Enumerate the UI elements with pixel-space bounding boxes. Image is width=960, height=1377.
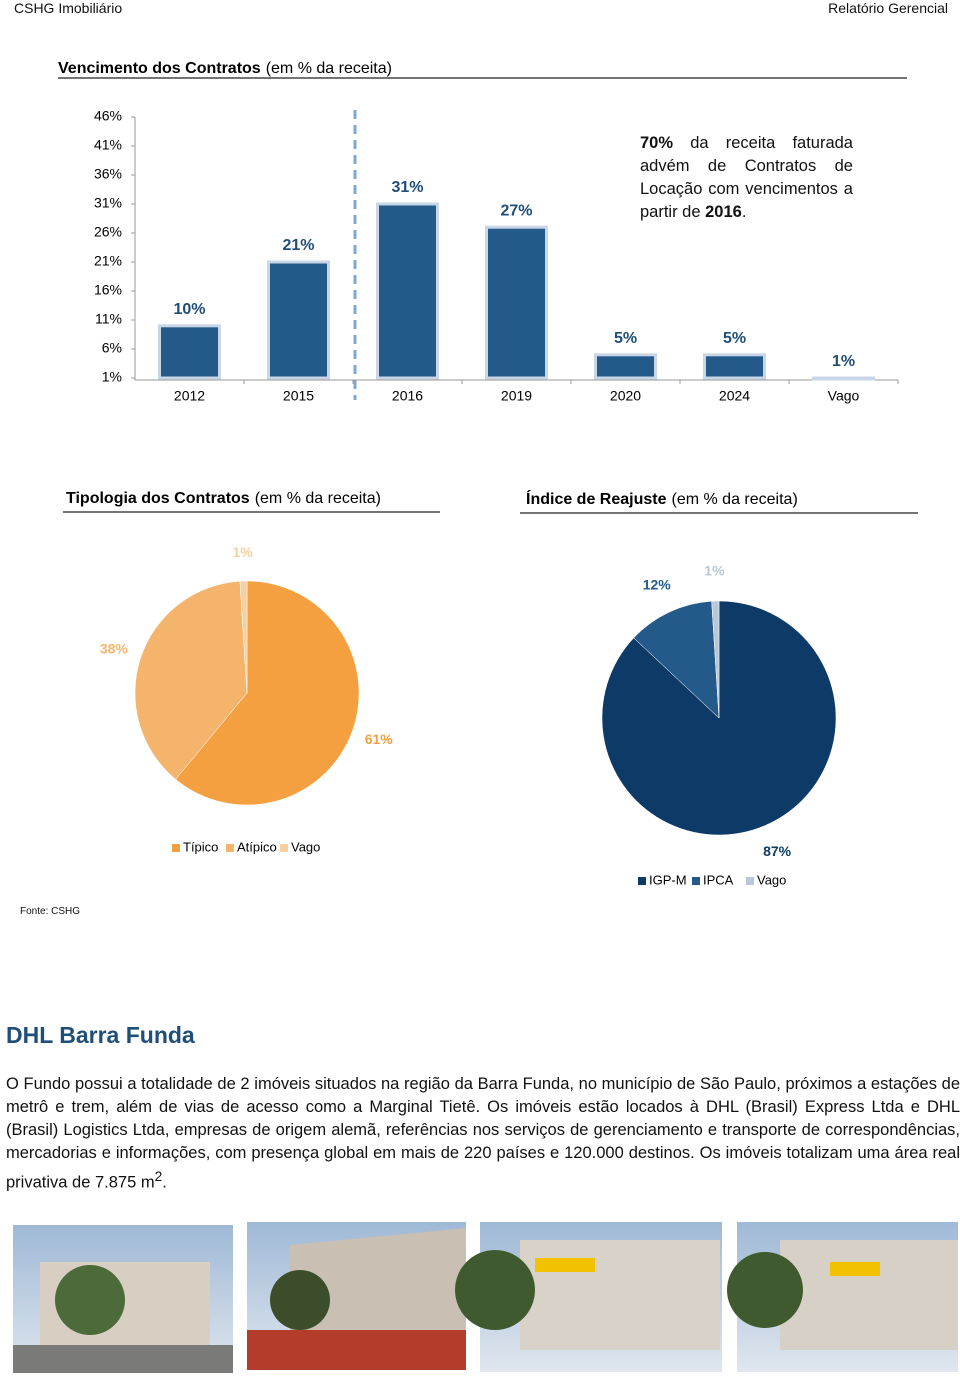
x-tick-label: 2024 [719,388,750,404]
title-main: Vencimento dos Contratos [58,60,261,77]
body-text: . [162,1173,167,1192]
pie-slice [633,600,720,719]
y-tick-label: 36% [94,166,122,182]
pie-slice [711,600,720,719]
value-label: 27% [500,202,532,219]
slice-label: 1% [232,544,253,560]
legend-label: IGP-M [649,872,687,887]
title-main: Tipologia dos Contratos [66,490,250,507]
y-tick-label: 31% [94,195,122,211]
note-text: . [741,203,747,221]
x-tick-label: 2015 [283,388,314,404]
bar [158,324,221,380]
legend-swatch [280,844,288,852]
tree [727,1252,803,1328]
value-label: 31% [391,179,423,196]
pie-slice [239,580,248,694]
y-tick-label: 1% [102,369,122,385]
y-tick-label: 26% [94,224,122,240]
note: 70% da receita faturada advém de Contrat… [640,132,853,224]
legend-label: Vago [291,839,320,854]
value-label: 10% [173,301,205,318]
superscript: 2 [154,1169,163,1184]
building [780,1240,958,1350]
value-label: 1% [832,353,855,370]
header-right: Relatório Gerencial [828,0,948,16]
title-main: Índice de Reajuste [526,489,667,508]
chart-title: Vencimento dos Contratos (em % da receita… [58,60,392,77]
body-text: O Fundo possui a totalidade de 2 imóveis… [6,1075,960,1192]
x-tick-label: Vago [828,388,860,404]
bar [267,260,330,380]
legend-label: IPCA [703,872,734,887]
value-label: 5% [723,330,746,347]
value-label: 5% [614,330,637,347]
x-tick-label: 2012 [174,388,205,404]
sign [830,1262,880,1276]
slice-label: 1% [704,563,725,579]
sign [535,1258,595,1272]
bar [485,225,548,380]
bar [594,353,657,380]
legend-swatch [172,844,180,852]
title-sub: (em % da receita) [266,60,392,77]
pie-slice [175,580,360,806]
legend-swatch [638,877,646,885]
value-label: 21% [282,237,314,254]
x-tick-label: 2019 [501,388,532,404]
source: Fonte: CSHG [20,906,81,917]
tree [55,1265,125,1335]
y-tick-label: 46% [94,108,122,124]
x-tick-label: 2020 [610,388,641,404]
slice-label: 38% [100,640,129,656]
legend-label: Atípico [237,839,277,854]
tree [270,1270,330,1330]
note-bold: 2016 [705,203,742,221]
wall [247,1330,466,1370]
building [520,1240,720,1350]
slice-label: 12% [643,576,672,592]
y-tick-label: 6% [102,340,122,356]
tree [455,1250,535,1330]
chart-title: Tipologia dos Contratos (em % da receita) [66,490,381,507]
y-tick-label: 11% [95,311,122,327]
legend-label: Vago [757,872,786,887]
bar [703,353,766,380]
note-bold: 70% [640,134,674,152]
title-sub: (em % da receita) [672,491,798,508]
legend-swatch [692,877,700,885]
slice-label: 61% [365,731,394,747]
pie-slice [134,580,248,780]
y-tick-label: 16% [94,282,122,298]
section-body: O Fundo possui a totalidade de 2 imóveis… [6,1073,960,1195]
bar [376,202,439,380]
legend-swatch [226,844,234,852]
legend-label: Típico [183,839,218,854]
street [13,1345,233,1373]
section-title: DHL Barra Funda [6,1022,195,1048]
slice-label: 87% [763,843,792,859]
chart-title: Índice de Reajuste (em % da receita) [526,489,798,508]
note-text: da receita faturada advém de Contratos d… [640,134,853,221]
y-tick-label: 21% [94,253,122,269]
bar [812,376,875,381]
x-tick-label: 2016 [392,388,423,404]
title-sub: (em % da receita) [255,490,381,507]
building [290,1228,466,1350]
legend-swatch [746,877,754,885]
header-left: CSHG Imobiliário [14,0,123,16]
y-tick-label: 41% [94,137,122,153]
photos [13,1222,958,1373]
